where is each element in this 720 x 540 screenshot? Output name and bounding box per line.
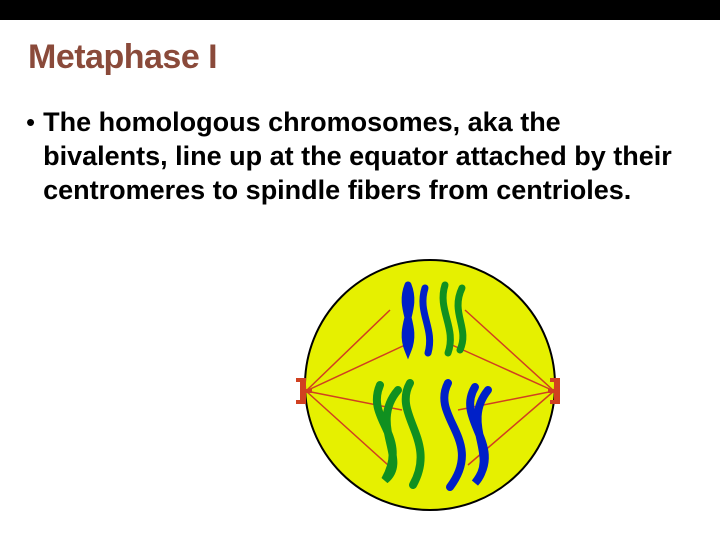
slide-title: Metaphase I [28, 38, 720, 77]
body-text: The homologous chromosomes, aka the biva… [43, 105, 683, 207]
metaphase-diagram [290, 255, 570, 525]
bullet-row: • The homologous chromosomes, aka the bi… [20, 105, 700, 207]
bullet-marker: • [26, 105, 35, 139]
slide-body: • The homologous chromosomes, aka the bi… [20, 105, 700, 207]
cell-diagram-svg [290, 255, 570, 525]
top-bar [0, 0, 720, 20]
